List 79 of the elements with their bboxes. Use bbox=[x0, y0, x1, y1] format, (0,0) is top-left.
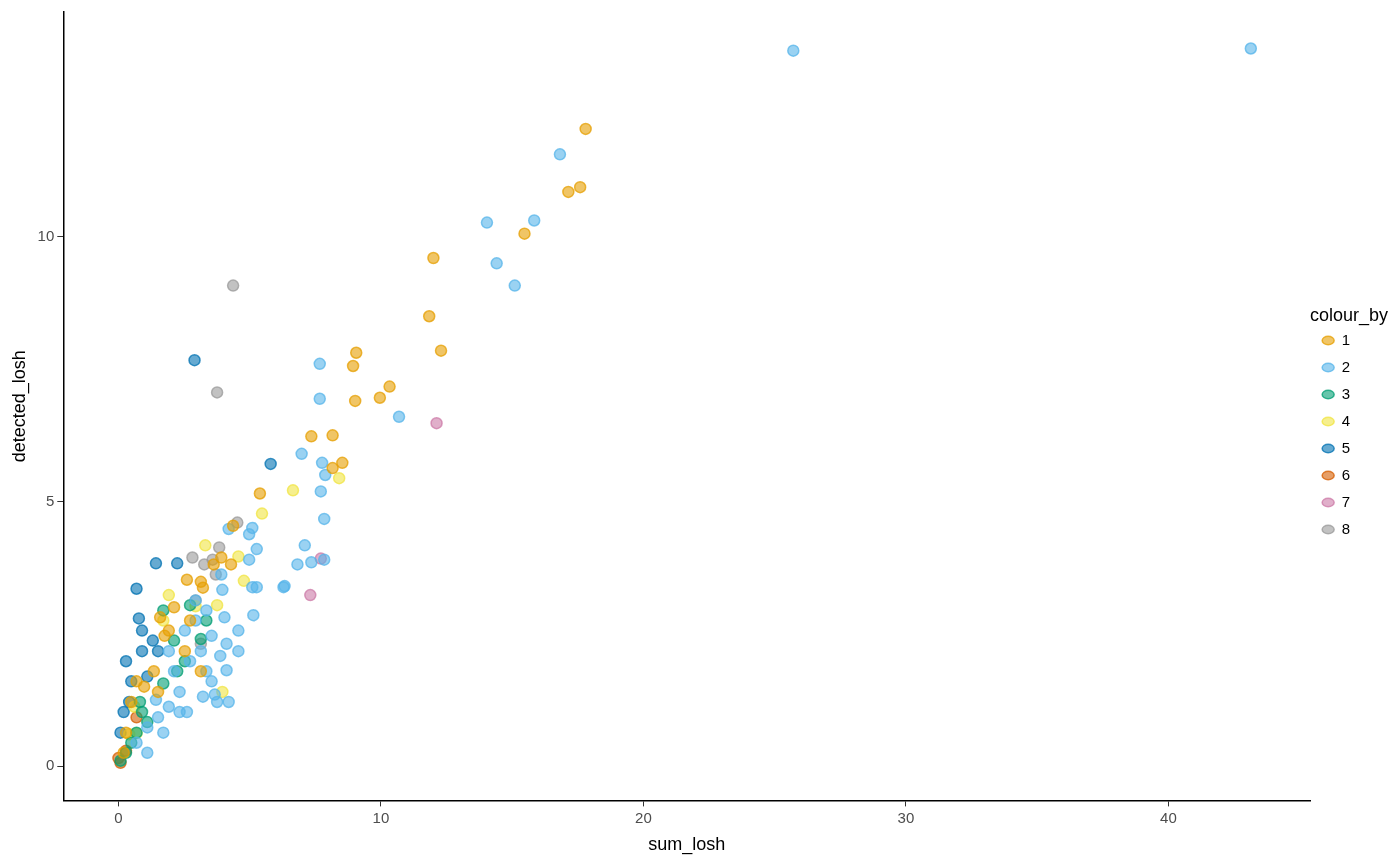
legend-label: 6 bbox=[1341, 465, 1350, 483]
point bbox=[237, 574, 251, 588]
point bbox=[434, 344, 448, 357]
y-tick-label: 0 bbox=[45, 756, 55, 774]
point bbox=[137, 680, 151, 693]
point bbox=[579, 122, 592, 136]
legend-label: 4 bbox=[1341, 411, 1350, 429]
point bbox=[518, 227, 531, 240]
point bbox=[210, 386, 224, 399]
point bbox=[199, 539, 212, 552]
point bbox=[562, 185, 575, 199]
point bbox=[117, 705, 130, 719]
point bbox=[162, 588, 176, 602]
point bbox=[212, 541, 226, 554]
point bbox=[286, 484, 300, 497]
x-tick-label: 30 bbox=[897, 808, 915, 826]
point bbox=[130, 582, 143, 595]
point bbox=[346, 359, 360, 373]
point bbox=[305, 430, 318, 443]
point bbox=[224, 558, 238, 571]
y-tick-label: 5 bbox=[45, 491, 55, 509]
x-tick-label: 40 bbox=[1160, 808, 1177, 826]
point bbox=[264, 457, 277, 471]
point bbox=[151, 644, 165, 658]
point bbox=[167, 601, 181, 614]
point bbox=[146, 634, 160, 647]
point bbox=[430, 416, 443, 430]
point bbox=[196, 581, 210, 594]
point bbox=[186, 551, 199, 564]
point bbox=[383, 380, 396, 393]
point bbox=[194, 632, 208, 646]
point bbox=[135, 624, 149, 637]
point bbox=[132, 612, 146, 625]
point bbox=[422, 310, 436, 323]
point bbox=[215, 551, 228, 564]
legend-title: colour_by bbox=[1309, 304, 1388, 326]
x-tick-label: 10 bbox=[372, 808, 390, 826]
x-tick-label: 20 bbox=[635, 808, 652, 826]
point bbox=[180, 573, 194, 586]
point bbox=[207, 558, 220, 571]
point bbox=[153, 611, 167, 624]
legend-label: 2 bbox=[1341, 357, 1350, 375]
point bbox=[349, 346, 363, 360]
point bbox=[162, 624, 176, 637]
y-tick-label: 10 bbox=[37, 227, 55, 245]
point bbox=[119, 654, 133, 668]
x-axis-title: sum_losh bbox=[648, 834, 726, 856]
x-tick-label: 0 bbox=[114, 808, 123, 826]
point bbox=[147, 665, 161, 678]
legend-label: 8 bbox=[1341, 519, 1350, 537]
point bbox=[573, 180, 587, 194]
point bbox=[210, 598, 224, 612]
point bbox=[194, 665, 208, 678]
point bbox=[332, 471, 346, 485]
point bbox=[253, 487, 267, 500]
point bbox=[255, 507, 269, 520]
y-axis-title: detected_losh bbox=[8, 350, 30, 463]
point bbox=[373, 391, 387, 404]
point bbox=[336, 456, 349, 470]
point bbox=[135, 644, 149, 658]
point bbox=[178, 644, 192, 658]
point bbox=[151, 685, 165, 699]
point bbox=[232, 550, 245, 563]
point bbox=[226, 279, 240, 292]
legend-label: 7 bbox=[1341, 492, 1350, 510]
point bbox=[326, 461, 339, 475]
point bbox=[188, 353, 201, 367]
point bbox=[149, 557, 163, 570]
legend-label: 3 bbox=[1341, 384, 1350, 402]
point bbox=[304, 588, 317, 602]
point bbox=[183, 614, 197, 627]
point bbox=[170, 557, 184, 570]
point bbox=[348, 394, 362, 408]
legend-label: 5 bbox=[1341, 438, 1350, 456]
point bbox=[427, 251, 440, 265]
point bbox=[326, 429, 339, 442]
point bbox=[226, 519, 240, 533]
point bbox=[157, 677, 170, 690]
legend-label: 1 bbox=[1341, 330, 1350, 348]
